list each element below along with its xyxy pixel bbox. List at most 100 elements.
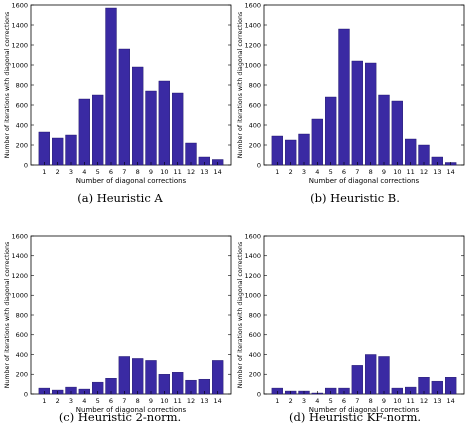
bar-9: [378, 356, 390, 395]
y-tick-label: 1200: [244, 41, 261, 49]
x-tick-label: 8: [369, 397, 373, 405]
bar-1: [271, 135, 284, 166]
bar-14: [211, 360, 224, 395]
y-tick-label: 0: [24, 390, 28, 398]
x-tick-label: 11: [174, 397, 182, 405]
subfigure-caption: (b) Heuristic B.: [310, 191, 400, 205]
y-tick-label: 0: [257, 390, 261, 398]
x-tick-label: 8: [136, 168, 140, 176]
y-tick-label: 400: [249, 121, 261, 129]
y-tick-label: 1400: [11, 252, 28, 260]
x-tick-label: 3: [69, 168, 73, 176]
y-tick-label: 400: [249, 351, 261, 359]
bar-3: [65, 134, 77, 166]
x-tick-label: 12: [420, 168, 428, 176]
y-tick-label: 1600: [11, 232, 28, 240]
x-tick-label: 7: [122, 168, 126, 176]
x-tick-label: 5: [96, 168, 100, 176]
y-tick-label: 400: [16, 351, 28, 359]
bar-5: [325, 96, 337, 166]
x-tick-label: 1: [275, 397, 279, 405]
bar-7: [351, 60, 364, 166]
x-tick-label: 14: [447, 168, 455, 176]
bar-2: [285, 139, 297, 166]
x-tick-label: 5: [96, 397, 100, 405]
y-tick-label: 1000: [244, 61, 261, 69]
x-tick-label: 10: [393, 397, 401, 405]
y-tick-label: 600: [249, 331, 261, 339]
x-tick-label: 12: [187, 168, 195, 176]
bar-7: [118, 356, 131, 395]
bar-10: [158, 80, 171, 166]
y-tick-label: 200: [249, 141, 261, 149]
y-tick-label: 1600: [11, 1, 28, 9]
subfigure-caption: (a) Heuristic A: [77, 191, 163, 205]
bar-8: [131, 66, 144, 166]
y-tick-label: 1400: [11, 21, 28, 29]
y-tick-label: 200: [16, 141, 28, 149]
y-axis-label: Number of iterations with diagonal corre…: [237, 12, 244, 159]
x-tick-label: 11: [407, 397, 415, 405]
y-tick-label: 200: [16, 371, 28, 379]
y-tick-label: 600: [249, 101, 261, 109]
x-tick-label: 1: [42, 168, 46, 176]
y-tick-label: 800: [249, 81, 261, 89]
x-tick-label: 12: [420, 397, 428, 405]
bar-3: [298, 133, 310, 166]
x-tick-label: 2: [289, 168, 293, 176]
x-tick-label: 12: [187, 397, 195, 405]
y-tick-label: 1000: [11, 61, 28, 69]
bar-2: [52, 137, 64, 166]
x-tick-label: 7: [122, 397, 126, 405]
x-tick-label: 7: [355, 397, 359, 405]
x-tick-label: 11: [174, 168, 182, 176]
y-tick-label: 1400: [244, 21, 261, 29]
x-tick-label: 11: [407, 168, 415, 176]
x-axis-label: Number of diagonal corrections: [76, 406, 187, 414]
plot-frame: [30, 235, 232, 395]
y-tick-label: 600: [16, 331, 28, 339]
bar-8: [131, 358, 144, 395]
bar-6: [338, 28, 350, 166]
y-tick-label: 800: [249, 311, 261, 319]
x-tick-label: 6: [342, 397, 346, 405]
x-tick-label: 8: [136, 397, 140, 405]
y-axis-label: Number of iterations with diagonal corre…: [4, 242, 11, 389]
x-tick-label: 13: [200, 168, 208, 176]
bar-9: [378, 94, 390, 166]
bar-7: [351, 365, 364, 395]
y-tick-label: 1200: [244, 272, 261, 280]
x-tick-label: 4: [315, 168, 319, 176]
subfigure-caption: (c) Heuristic 2-norm.: [59, 410, 181, 424]
x-tick-label: 6: [109, 397, 113, 405]
bar-8: [365, 354, 377, 395]
y-tick-label: 200: [249, 371, 261, 379]
y-tick-label: 800: [16, 311, 28, 319]
x-tick-label: 2: [56, 397, 60, 405]
y-tick-label: 1000: [244, 292, 261, 300]
x-tick-label: 4: [82, 168, 86, 176]
bar-8: [365, 62, 377, 166]
x-tick-label: 9: [149, 397, 153, 405]
x-tick-label: 10: [393, 168, 401, 176]
x-tick-label: 8: [369, 168, 373, 176]
x-tick-label: 9: [149, 168, 153, 176]
x-tick-label: 1: [275, 168, 279, 176]
x-tick-label: 1: [42, 397, 46, 405]
x-tick-label: 5: [329, 397, 333, 405]
x-tick-label: 10: [160, 168, 168, 176]
x-tick-label: 6: [109, 168, 113, 176]
x-tick-label: 2: [56, 168, 60, 176]
y-tick-label: 1600: [244, 1, 261, 9]
x-tick-label: 14: [447, 397, 455, 405]
bar-9: [145, 90, 157, 166]
bar-9: [145, 360, 157, 395]
x-tick-label: 10: [160, 397, 168, 405]
x-axis-label: Number of diagonal corrections: [76, 177, 187, 185]
bar-12: [185, 142, 197, 166]
x-axis-label: Number of diagonal corrections: [309, 406, 420, 414]
